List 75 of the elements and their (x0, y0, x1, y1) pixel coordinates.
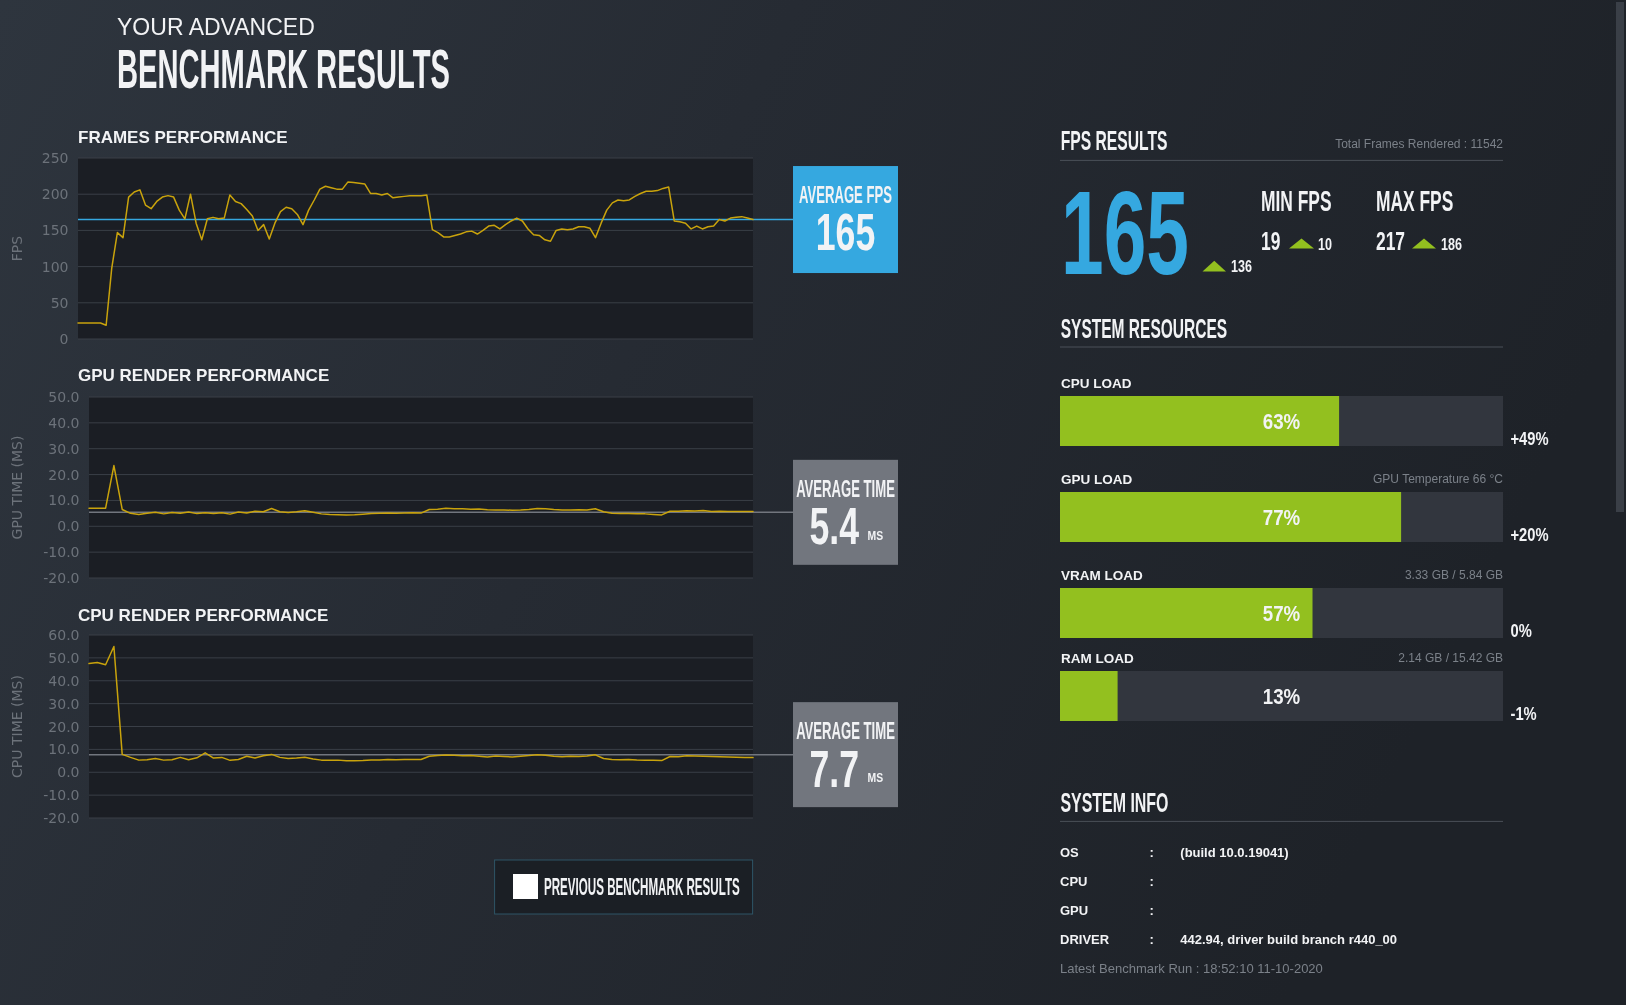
y-tick-label: 40.0 (48, 672, 80, 689)
text: MS (867, 769, 884, 785)
text: 165 (1061, 167, 1189, 299)
y-tick-label: -10.0 (43, 787, 80, 804)
y-tick-label: 0 (59, 331, 69, 348)
y-tick-label: 10.0 (48, 741, 80, 758)
y-tick-label: 50.0 (48, 649, 80, 666)
line-series (88, 645, 754, 762)
annotation: 2.14 GB / 15.42 GB (1398, 651, 1503, 666)
y-axis-title: FPS (9, 235, 26, 262)
text: Total Frames Rendered : 11542 (1335, 137, 1504, 152)
y-tick-label: 50.0 (48, 389, 80, 406)
text: 136 (1231, 256, 1252, 276)
text: MIN FPS (1261, 184, 1332, 217)
y-tick-label: -20.0 (43, 570, 80, 587)
text: +20% (1510, 525, 1549, 545)
line-series (77, 181, 754, 326)
text: 19 (1261, 226, 1281, 256)
text: DRIVER (1060, 931, 1110, 947)
text: : (1149, 873, 1154, 889)
chart-title: FRAMES PERFORMANCE (78, 127, 288, 147)
y-tick-label: 30.0 (48, 440, 80, 457)
annotation: GPU Temperature 66 °C (1373, 472, 1504, 487)
y-axis-title: CPU TIME (MS) (9, 675, 26, 778)
text: -1% (1510, 704, 1538, 724)
data-label: 57% (1262, 601, 1301, 626)
annotation: 3.33 GB / 5.84 GB (1404, 568, 1503, 583)
text: CPU (1060, 873, 1088, 889)
text: 217 (1376, 226, 1406, 256)
text: 442.94, driver build branch r440_00 (1180, 931, 1398, 947)
data-label: 63% (1262, 409, 1301, 434)
y-tick-label: 250 (41, 150, 69, 167)
text: : (1149, 903, 1154, 919)
text: 10 (1318, 233, 1332, 254)
text: : (1149, 845, 1154, 861)
y-tick-label: RAM LOAD (1061, 650, 1134, 666)
y-tick-label: 30.0 (48, 695, 80, 712)
y-tick-label: 20.0 (48, 718, 80, 735)
text: BENCHMARK RESULTS (117, 38, 450, 100)
y-tick-label: 100 (41, 258, 69, 275)
data-label: 77% (1262, 505, 1301, 530)
y-tick-label: 200 (41, 186, 69, 203)
chart-title: CPU RENDER PERFORMANCE (78, 605, 329, 625)
data-label: 13% (1262, 684, 1301, 709)
y-tick-label: CPU LOAD (1061, 375, 1132, 391)
y-tick-label: 20.0 (48, 466, 80, 483)
text: +49% (1510, 429, 1549, 449)
text: GPU (1060, 903, 1089, 919)
text: : (1149, 931, 1154, 947)
y-tick-label: GPU LOAD (1061, 471, 1133, 487)
text: 0% (1510, 621, 1533, 641)
y-tick-label: 10.0 (48, 492, 80, 509)
text: (build 10.0.19041) (1180, 845, 1289, 861)
y-tick-label: -10.0 (43, 544, 80, 561)
text: MS (867, 527, 884, 542)
y-axis-title: GPU TIME (MS) (9, 435, 26, 540)
chart-title: GPU RENDER PERFORMANCE (78, 365, 330, 385)
text: MAX FPS (1376, 184, 1454, 217)
y-tick-label: 0.0 (57, 518, 80, 535)
line-series (88, 464, 754, 516)
text: YOUR ADVANCED (117, 12, 315, 40)
y-tick-label: 150 (41, 222, 69, 239)
text: Latest Benchmark Run : 18:52:10 11-10-2020 (1060, 960, 1323, 976)
text: SYSTEM INFO (1060, 785, 1169, 818)
y-tick-label: VRAM LOAD (1061, 567, 1143, 583)
y-tick-label: 60.0 (48, 627, 80, 644)
text: PREVIOUS BENCHMARK RESULTS (544, 874, 740, 900)
y-tick-label: -20.0 (43, 810, 80, 827)
text: 186 (1441, 233, 1462, 254)
text: OS (1060, 845, 1080, 861)
y-tick-label: 0.0 (57, 764, 80, 781)
text: FPS RESULTS (1060, 124, 1168, 157)
y-tick-label: 40.0 (48, 414, 80, 431)
y-tick-label: 50 (50, 294, 69, 311)
chart-title: SYSTEM RESOURCES (1060, 313, 1228, 345)
